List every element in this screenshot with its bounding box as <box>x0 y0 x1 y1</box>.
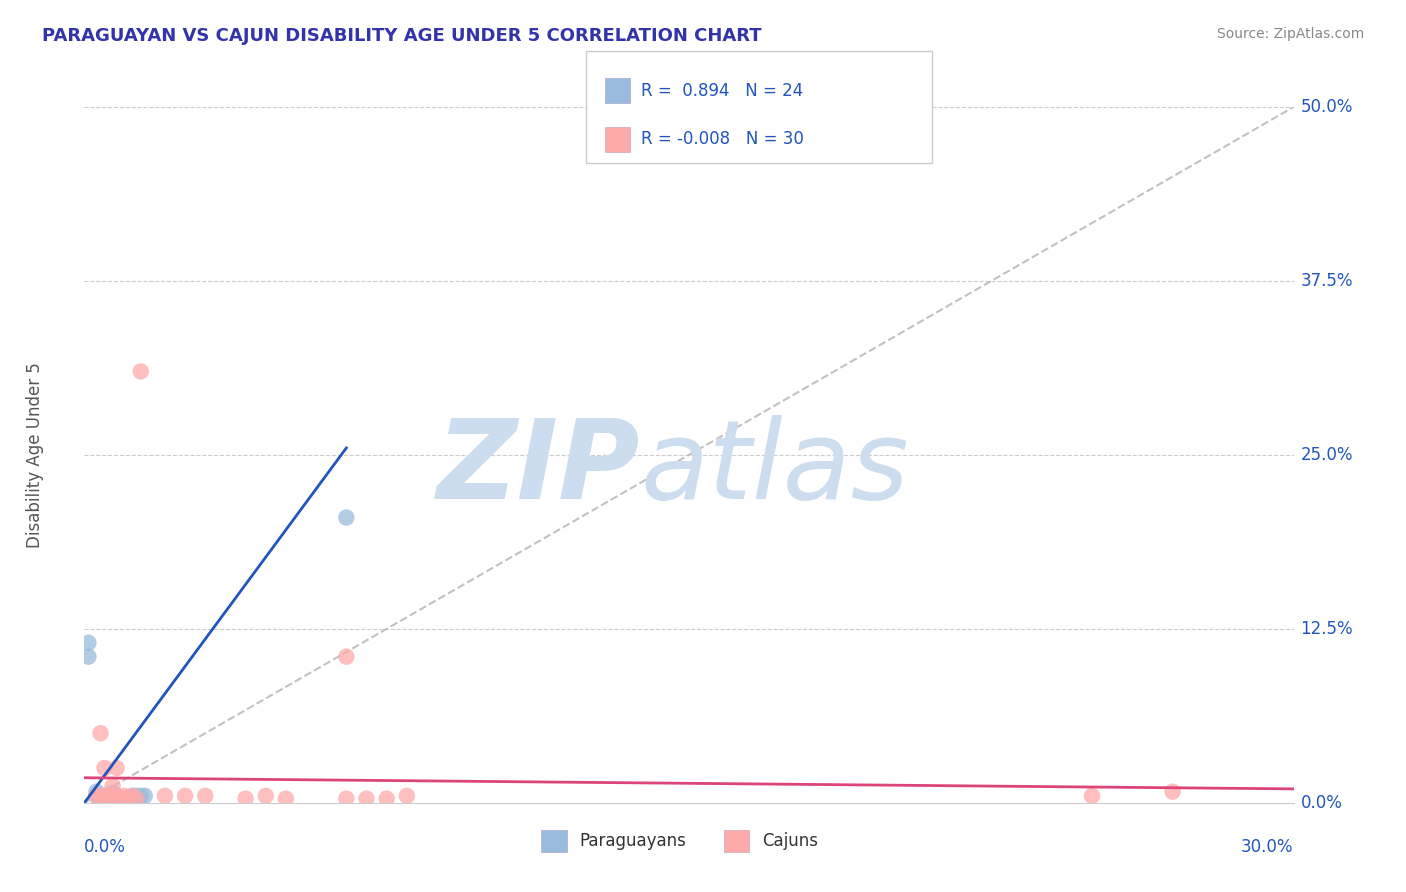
Text: PARAGUAYAN VS CAJUN DISABILITY AGE UNDER 5 CORRELATION CHART: PARAGUAYAN VS CAJUN DISABILITY AGE UNDER… <box>42 27 762 45</box>
Point <box>125 791 148 805</box>
Point <box>105 761 128 775</box>
Text: 0.0%: 0.0% <box>84 838 127 856</box>
Point <box>121 789 143 803</box>
Point <box>105 789 128 803</box>
Point <box>118 790 141 805</box>
Point <box>125 789 148 803</box>
Text: R = -0.008   N = 30: R = -0.008 N = 30 <box>641 130 804 148</box>
Point <box>89 789 111 803</box>
Point <box>97 789 120 803</box>
Point <box>86 789 108 803</box>
Text: Cajuns: Cajuns <box>762 831 818 850</box>
Text: 12.5%: 12.5% <box>1301 620 1353 638</box>
Point <box>1081 789 1104 803</box>
Text: Source: ZipAtlas.com: Source: ZipAtlas.com <box>1216 27 1364 41</box>
Point <box>93 761 115 775</box>
Point <box>235 791 257 805</box>
Point <box>274 791 297 805</box>
Point <box>395 789 418 803</box>
Text: ZIP: ZIP <box>437 416 641 523</box>
Point <box>356 791 378 805</box>
Point <box>97 789 120 803</box>
Point <box>89 726 111 740</box>
Point <box>105 789 128 803</box>
Point <box>101 779 124 793</box>
Point <box>194 789 217 803</box>
Point <box>93 789 115 803</box>
Text: 0.0%: 0.0% <box>1301 794 1343 812</box>
Point <box>97 790 120 805</box>
Point <box>110 791 132 805</box>
Point <box>101 789 124 803</box>
Point <box>129 364 152 378</box>
Point <box>77 636 100 650</box>
Point <box>254 789 277 803</box>
Point <box>93 789 115 803</box>
Text: R =  0.894   N = 24: R = 0.894 N = 24 <box>641 82 803 100</box>
Text: 30.0%: 30.0% <box>1241 838 1294 856</box>
Point <box>86 785 108 799</box>
Point <box>93 791 115 805</box>
Point <box>110 791 132 805</box>
Point <box>77 649 100 664</box>
Point <box>174 789 197 803</box>
Point <box>105 789 128 803</box>
Point <box>118 791 141 805</box>
Point <box>89 791 111 805</box>
Point <box>93 793 115 807</box>
Text: Disability Age Under 5: Disability Age Under 5 <box>27 362 44 548</box>
Point <box>101 786 124 800</box>
Point <box>134 789 156 803</box>
Point <box>375 791 398 805</box>
Point <box>335 791 357 805</box>
Point <box>335 649 357 664</box>
Point <box>129 789 152 803</box>
Point <box>153 789 176 803</box>
Point <box>114 791 136 805</box>
Text: 25.0%: 25.0% <box>1301 446 1353 464</box>
Point <box>86 789 108 803</box>
Point <box>121 789 143 803</box>
Text: Paraguayans: Paraguayans <box>579 831 686 850</box>
Point <box>101 789 124 803</box>
Point <box>114 791 136 805</box>
Text: atlas: atlas <box>641 416 910 523</box>
Point <box>89 789 111 803</box>
Text: 50.0%: 50.0% <box>1301 98 1353 116</box>
Point <box>110 791 132 805</box>
Text: 37.5%: 37.5% <box>1301 272 1353 290</box>
Point <box>335 510 357 524</box>
Point <box>1161 785 1184 799</box>
Point <box>114 789 136 803</box>
